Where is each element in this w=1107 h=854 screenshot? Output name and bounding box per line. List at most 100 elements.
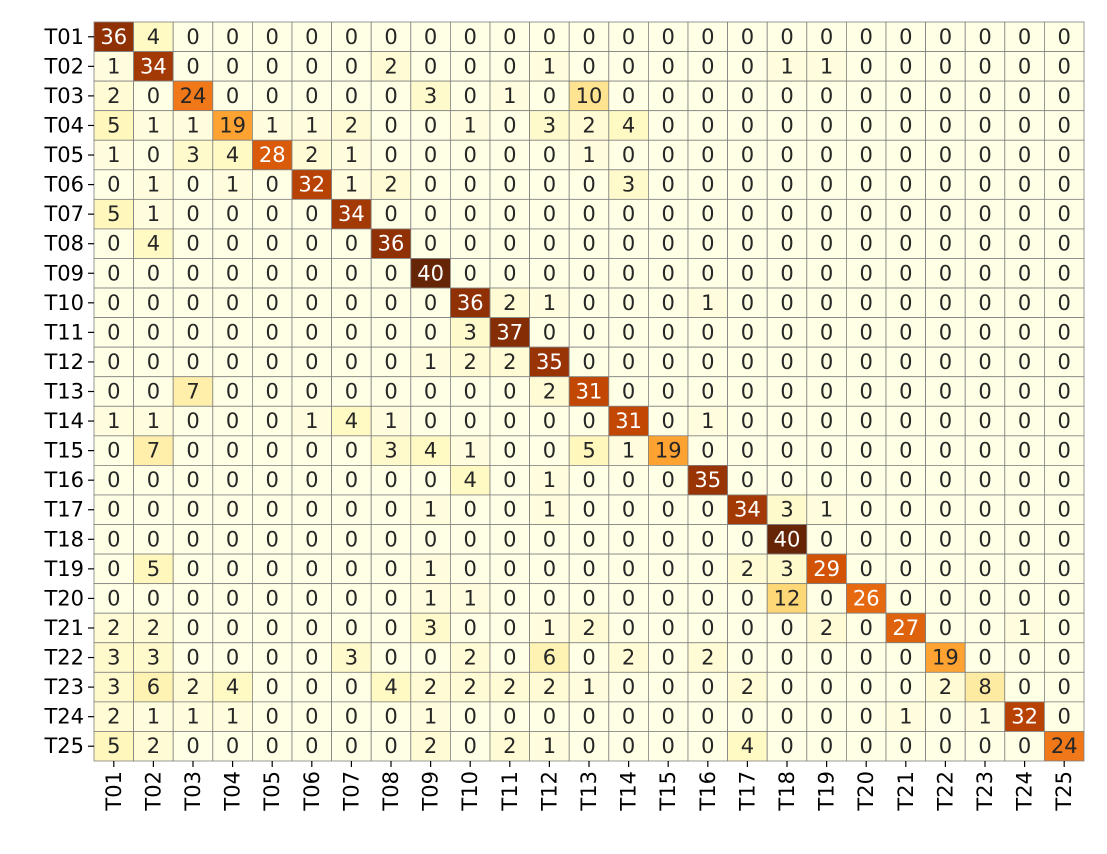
cell-value-label: 0 — [1018, 143, 1031, 167]
heatmap-cell — [172, 376, 214, 407]
heatmap-cell — [93, 583, 134, 614]
heatmap-cell — [291, 731, 332, 762]
heatmap-cell — [449, 258, 491, 289]
heatmap-cell — [806, 671, 847, 703]
heatmap-cell — [925, 583, 966, 614]
cell-value-label: 0 — [1018, 232, 1031, 256]
cell-value-label: 0 — [978, 557, 991, 581]
cell-value-label: 0 — [780, 320, 793, 344]
heatmap-cell — [925, 317, 966, 348]
cell-value-label: 0 — [543, 84, 556, 108]
y-tick-label: T06 — [43, 173, 84, 197]
heatmap-cell — [1004, 51, 1045, 82]
cell-value-label: 0 — [662, 468, 675, 492]
cell-value-label: 0 — [503, 54, 516, 78]
cell-value-label: 0 — [464, 54, 477, 78]
heatmap-cell — [806, 435, 847, 466]
heatmap-cell — [529, 198, 570, 230]
cell-value-label: 0 — [424, 25, 437, 49]
cell-value-label: 0 — [503, 143, 516, 167]
cell-value-label: 0 — [899, 527, 912, 551]
heatmap-cell — [806, 139, 847, 171]
cell-value-label: 0 — [662, 320, 675, 344]
cell-value-label: 2 — [503, 291, 516, 315]
cell-value-label: 0 — [780, 675, 793, 699]
cell-value-label: 3 — [622, 173, 635, 197]
cell-value-label: 0 — [107, 498, 120, 522]
heatmap-cell — [727, 671, 768, 703]
heatmap-cell — [1004, 612, 1045, 644]
cell-value-label: 36 — [378, 232, 405, 256]
cell-value-label: 0 — [701, 113, 714, 137]
x-tick-label: T07 — [339, 771, 363, 812]
heatmap-cell — [925, 110, 966, 141]
heatmap-cell — [608, 287, 649, 319]
cell-value-label: 0 — [741, 320, 754, 344]
y-tick-label: T24 — [43, 705, 84, 729]
cell-value-label: 2 — [939, 675, 952, 699]
cell-value-label: 0 — [503, 498, 516, 522]
heatmap-cell — [133, 317, 174, 348]
cell-value-label: 5 — [147, 557, 160, 581]
heatmap-cell — [370, 317, 412, 348]
cell-value-label: 0 — [939, 557, 952, 581]
heatmap-cell — [449, 110, 491, 141]
cell-value-label: 0 — [899, 557, 912, 581]
heatmap-cell — [925, 21, 966, 52]
heatmap-cell — [172, 464, 214, 496]
cell-value-label: 0 — [820, 350, 833, 374]
heatmap-cell — [291, 51, 332, 82]
heatmap-cell — [766, 612, 808, 644]
cell-value-label: 0 — [741, 84, 754, 108]
cell-value-label: 0 — [899, 54, 912, 78]
heatmap-cell — [212, 612, 253, 644]
cell-value-label: 0 — [701, 173, 714, 197]
heatmap-cell — [1044, 110, 1085, 141]
x-tick-label: T12 — [537, 771, 561, 812]
cell-value-label: 0 — [305, 232, 318, 256]
cell-value-label: 0 — [780, 468, 793, 492]
cell-value-label: 3 — [186, 143, 199, 167]
heatmap-cell — [133, 110, 174, 141]
cell-value-label: 0 — [622, 468, 635, 492]
cell-value-label: 0 — [978, 25, 991, 49]
heatmap-cell — [449, 405, 491, 437]
heatmap-cell — [885, 524, 926, 555]
heatmap-cell — [93, 228, 134, 259]
cell-value-label: 0 — [1018, 113, 1031, 137]
cell-value-label: 35 — [694, 468, 721, 492]
cell-value-label: 0 — [662, 527, 675, 551]
cell-value-label: 2 — [741, 557, 754, 581]
cell-value-label: 0 — [424, 143, 437, 167]
x-tick-label: T14 — [617, 771, 641, 812]
cell-value-label: 6 — [147, 675, 160, 699]
cell-value-label: 0 — [820, 646, 833, 670]
cell-value-label: 0 — [424, 380, 437, 404]
heatmap-cell — [1044, 51, 1085, 82]
heatmap-cell — [687, 198, 728, 230]
cell-value-label: 0 — [384, 705, 397, 729]
heatmap-cell — [766, 376, 808, 407]
cell-value-label: 0 — [978, 202, 991, 226]
heatmap-cell — [608, 51, 649, 82]
x-tick-label: T09 — [419, 771, 443, 812]
cell-value-label: 0 — [701, 25, 714, 49]
heatmap-cell — [449, 583, 491, 614]
cell-value-label: 31 — [576, 380, 603, 404]
heatmap-cell — [727, 51, 768, 82]
cell-value-label: 2 — [701, 646, 714, 670]
heatmap-cell — [410, 671, 451, 703]
cell-value-label: 0 — [384, 84, 397, 108]
heatmap-cell — [529, 287, 570, 319]
cell-value-label: 0 — [1018, 468, 1031, 492]
heatmap-cell — [608, 21, 649, 52]
cell-value-label: 0 — [345, 468, 358, 492]
heatmap-cell — [133, 701, 174, 732]
heatmap-cell — [172, 110, 214, 141]
cell-value-label: 0 — [266, 409, 279, 433]
cell-value-label: 0 — [424, 173, 437, 197]
heatmap-cell — [331, 701, 372, 732]
heatmap-cell — [766, 553, 808, 585]
heatmap-cell — [885, 139, 926, 171]
cell-value-label: 0 — [226, 616, 239, 640]
